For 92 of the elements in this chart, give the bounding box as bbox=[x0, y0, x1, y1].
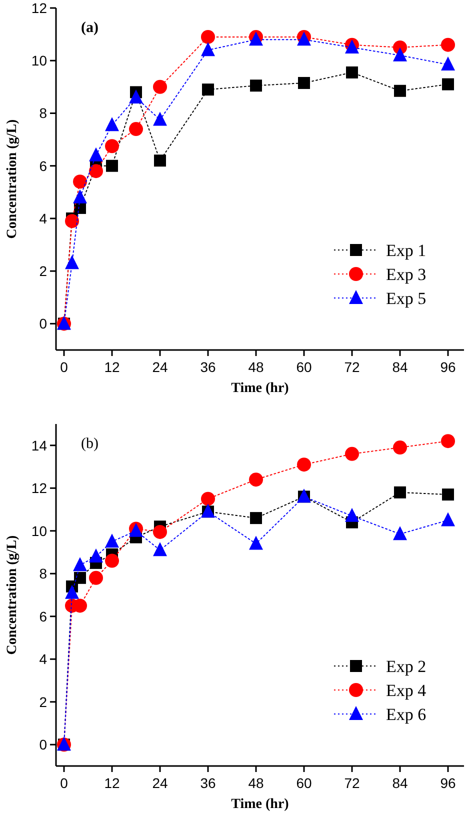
point bbox=[153, 524, 167, 539]
y-tick-label: 12 bbox=[31, 480, 48, 496]
point bbox=[89, 570, 103, 585]
point bbox=[393, 440, 407, 455]
point bbox=[249, 472, 263, 487]
point bbox=[250, 80, 262, 92]
legend-label: Exp 3 bbox=[386, 264, 426, 284]
point bbox=[346, 66, 358, 78]
annotation: (a) bbox=[81, 20, 98, 36]
x-tick-label: 24 bbox=[152, 775, 168, 791]
y-tick-label: 2 bbox=[39, 694, 48, 710]
y-tick-label: 14 bbox=[31, 437, 48, 454]
point bbox=[201, 492, 215, 506]
y-axis-title: Concentration (g/L) bbox=[5, 534, 20, 655]
y-axis-title: Concentration (g/L) bbox=[5, 118, 20, 239]
point bbox=[105, 117, 119, 132]
x-tick-label: 60 bbox=[296, 775, 312, 791]
point bbox=[201, 30, 215, 44]
point bbox=[153, 112, 167, 126]
x-tick-label: 48 bbox=[248, 359, 264, 375]
point bbox=[298, 76, 310, 89]
point bbox=[65, 584, 79, 599]
x-axis-title: Time (hr) bbox=[231, 381, 290, 396]
point bbox=[154, 154, 166, 167]
point bbox=[441, 56, 455, 71]
x-tick-label: 36 bbox=[200, 775, 216, 791]
point bbox=[89, 147, 103, 162]
y-tick-label: 6 bbox=[39, 158, 48, 174]
point bbox=[65, 255, 79, 270]
legend-label: Exp 2 bbox=[386, 656, 426, 676]
y-tick-label: 10 bbox=[31, 522, 48, 539]
point bbox=[394, 84, 406, 97]
x-tick-label: 96 bbox=[440, 359, 456, 375]
point bbox=[129, 89, 143, 104]
point bbox=[441, 512, 455, 526]
point bbox=[393, 47, 407, 62]
x-tick-label: 36 bbox=[200, 359, 216, 375]
y-tick-label: 8 bbox=[39, 566, 48, 582]
point bbox=[65, 214, 79, 228]
x-tick-label: 12 bbox=[104, 359, 120, 375]
point bbox=[441, 434, 455, 448]
point bbox=[73, 189, 87, 204]
point bbox=[105, 554, 119, 568]
point bbox=[74, 572, 86, 584]
x-tick-label: 84 bbox=[392, 359, 408, 375]
point bbox=[393, 526, 407, 540]
point bbox=[345, 446, 359, 461]
legend-label: Exp 5 bbox=[386, 288, 426, 308]
y-tick-label: 8 bbox=[39, 105, 48, 122]
point bbox=[394, 486, 406, 498]
point bbox=[345, 508, 359, 522]
x-tick-label: 0 bbox=[60, 775, 68, 791]
point bbox=[153, 542, 167, 556]
x-tick-label: 84 bbox=[392, 775, 408, 791]
legend-label: Exp 6 bbox=[386, 704, 426, 724]
y-tick-label: 2 bbox=[39, 262, 48, 279]
point bbox=[105, 139, 119, 154]
x-axis-title: Time (hr) bbox=[231, 797, 290, 812]
x-tick-label: 60 bbox=[296, 359, 312, 375]
point bbox=[297, 458, 311, 472]
x-tick-label: 0 bbox=[60, 359, 68, 375]
point bbox=[442, 488, 454, 501]
point bbox=[153, 80, 167, 94]
x-tick-label: 48 bbox=[248, 775, 264, 791]
point bbox=[106, 160, 118, 172]
point bbox=[201, 42, 215, 56]
x-tick-label: 96 bbox=[440, 775, 456, 791]
legend-label: Exp 4 bbox=[386, 680, 427, 700]
y-tick-label: 4 bbox=[39, 210, 48, 226]
x-tick-label: 24 bbox=[152, 359, 168, 375]
y-tick-label: 12 bbox=[31, 0, 48, 16]
legend-label: Exp 1 bbox=[386, 240, 426, 260]
x-tick-label: 72 bbox=[344, 359, 360, 375]
point bbox=[105, 534, 119, 548]
point bbox=[441, 38, 455, 52]
point bbox=[129, 122, 143, 136]
y-tick-label: 0 bbox=[39, 736, 48, 753]
y-tick-label: 0 bbox=[39, 316, 48, 332]
point bbox=[249, 536, 263, 550]
point bbox=[442, 78, 454, 90]
y-tick-label: 6 bbox=[39, 608, 48, 624]
x-tick-label: 72 bbox=[344, 775, 360, 791]
point bbox=[89, 164, 103, 178]
annotation: (b) bbox=[81, 436, 98, 452]
y-tick-label: 4 bbox=[39, 651, 48, 668]
point bbox=[73, 174, 87, 189]
point bbox=[73, 557, 87, 572]
y-tick-label: 10 bbox=[31, 52, 48, 69]
point bbox=[89, 548, 103, 563]
point bbox=[202, 84, 214, 96]
point bbox=[250, 512, 262, 524]
x-tick-label: 12 bbox=[104, 775, 120, 791]
